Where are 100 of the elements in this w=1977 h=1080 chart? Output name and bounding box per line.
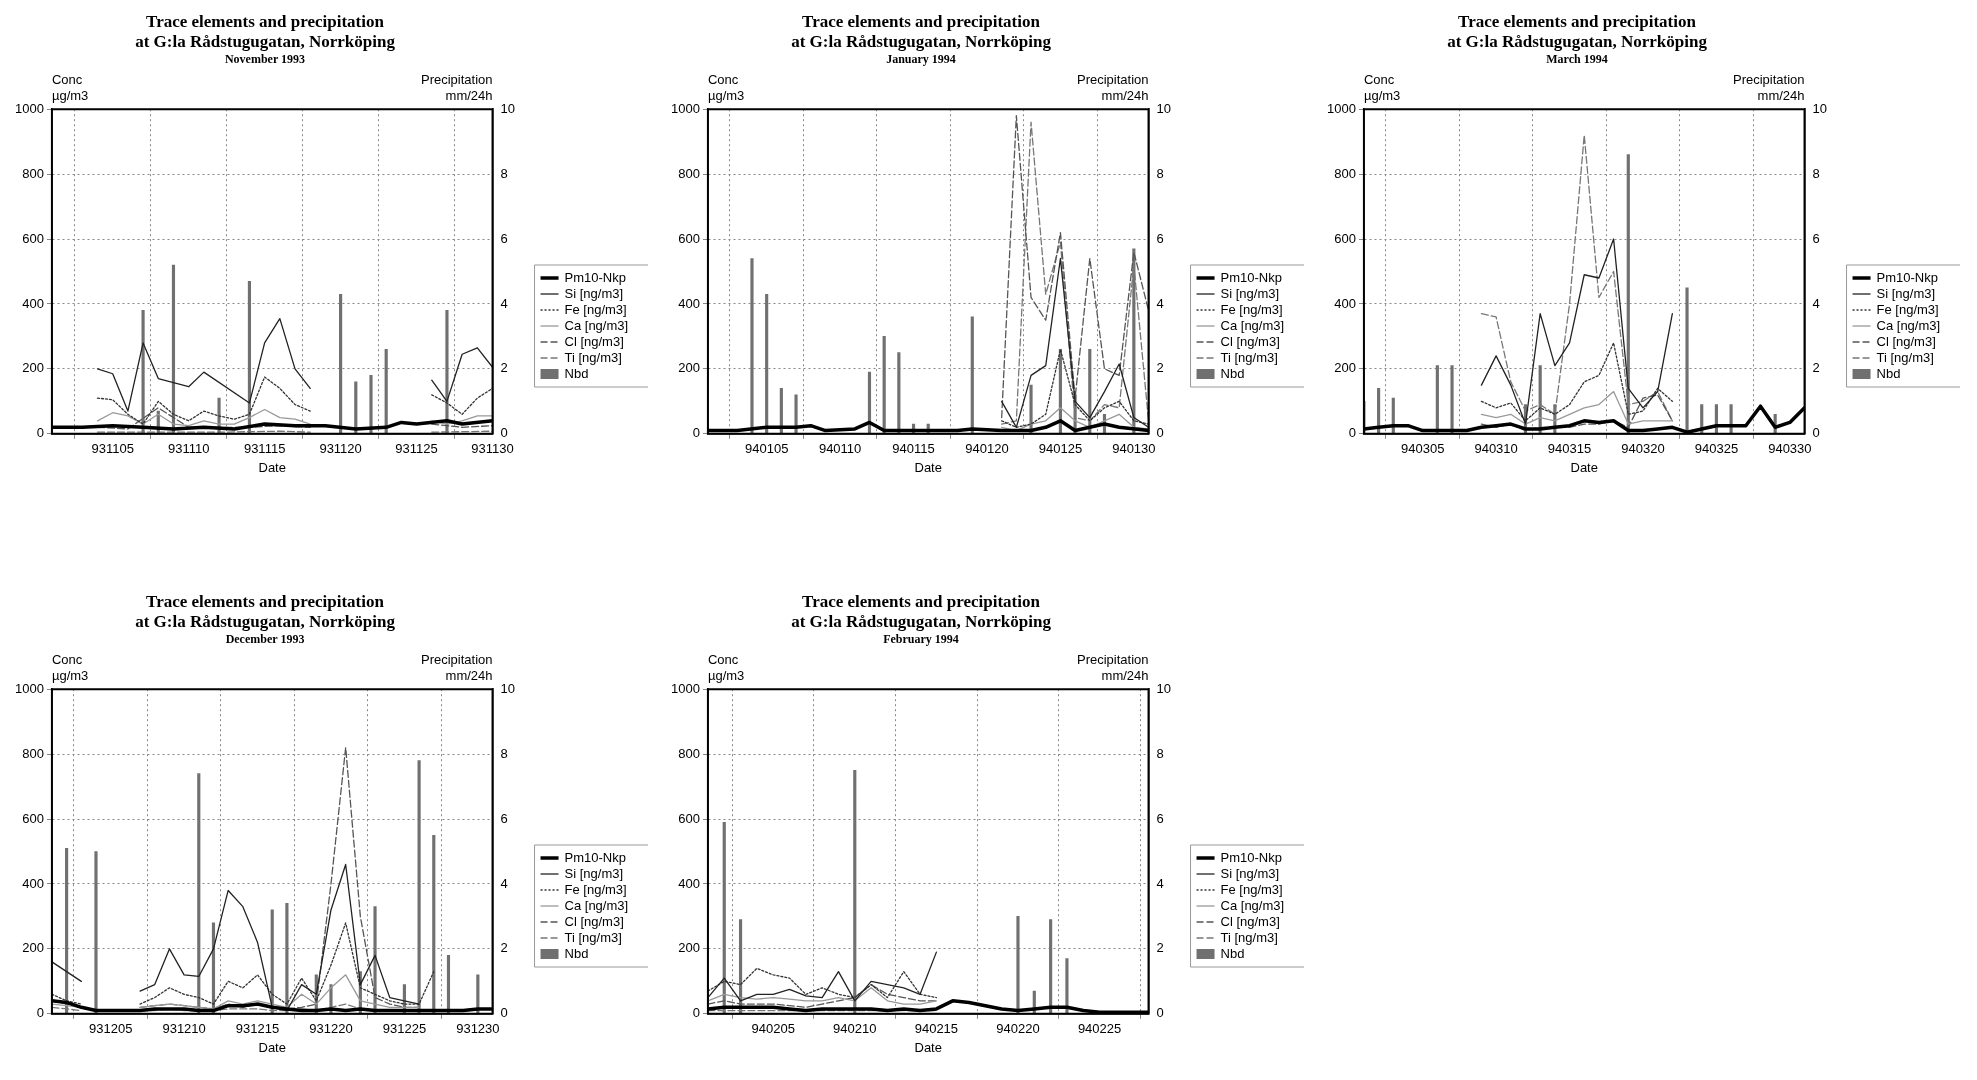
legend-label: Ca [ng/m3] <box>1876 317 1941 333</box>
y2-tick-label: 8 <box>500 745 508 761</box>
x-tick-label: 940115 <box>892 441 935 457</box>
y-tick-label: 1000 <box>671 680 700 696</box>
y2-tick-label: 4 <box>500 295 508 311</box>
legend-label: Nbd <box>1876 365 1901 381</box>
y-tick-label: 400 <box>22 875 44 891</box>
y-axis-title: Conc µg/m3 <box>707 72 745 104</box>
y-tick-label: 200 <box>1334 360 1356 376</box>
y-tick-label: 200 <box>22 360 44 376</box>
y2-axis-title: Precipitation mm/24h <box>420 652 493 684</box>
y2-tick-label: 2 <box>1812 360 1820 376</box>
y2-tick-label: 6 <box>500 810 508 826</box>
legend-label: Si [ng/m3] <box>1220 285 1280 301</box>
y2-tick-label: 6 <box>1156 810 1164 826</box>
x-tick-label: 940320 <box>1621 441 1665 457</box>
y-tick-label: 1000 <box>15 680 44 696</box>
x-tick-label: 931220 <box>309 1021 353 1037</box>
y-tick-label: 200 <box>678 360 700 376</box>
x-tick-label: 940215 <box>914 1021 959 1037</box>
chart-title: Trace elements and precipitation at G:la Rådstugugatan, Norrköping <box>1447 11 1708 51</box>
legend-label: Pm10-Nkp <box>1220 269 1282 285</box>
y2-tick-label: 6 <box>1812 230 1820 246</box>
x-axis-title: Date <box>914 1039 942 1055</box>
y-tick-label: 400 <box>22 295 44 311</box>
y2-tick-label: 8 <box>1156 165 1164 181</box>
legend-label: Cl [ng/m3] <box>1876 333 1936 349</box>
y-axis-title: Conc µg/m3 <box>51 652 89 684</box>
y2-tick-label: 10 <box>500 680 516 696</box>
x-tick-label: 931125 <box>395 441 438 457</box>
y2-tick-label: 4 <box>1156 295 1164 311</box>
y2-axis-title: Precipitation mm/24h <box>1076 652 1149 684</box>
y-tick-label: 0 <box>36 1005 44 1021</box>
legend-label: Cl [ng/m3] <box>564 333 624 349</box>
x-tick-label: 940210 <box>833 1021 877 1037</box>
y-tick-label: 600 <box>1334 230 1356 246</box>
x-tick-label: 931115 <box>243 441 286 457</box>
y2-tick-label: 0 <box>1156 1005 1164 1021</box>
x-tick-label: 931205 <box>88 1021 133 1037</box>
x-tick-label: 940220 <box>996 1021 1040 1037</box>
chart-subtitle: February 1994 <box>883 632 959 647</box>
x-tick-label: 931215 <box>235 1021 280 1037</box>
chart-title: Trace elements and precipitation at G:la Rådstugugatan, Norrköping <box>135 591 396 631</box>
legend-label: Fe [ng/m3] <box>564 301 627 317</box>
legend-label: Pm10-Nkp <box>564 849 626 865</box>
y2-axis-title: Precipitation mm/24h <box>1732 72 1805 104</box>
legend-label: Fe [ng/m3] <box>564 881 627 897</box>
chart-subtitle: January 1994 <box>886 52 956 67</box>
y2-tick-label: 4 <box>1156 875 1164 891</box>
x-axis-title: Date <box>258 459 286 475</box>
y2-tick-label: 2 <box>500 360 508 376</box>
y2-tick-label: 10 <box>1812 100 1828 116</box>
legend-label: Fe [ng/m3] <box>1220 301 1283 317</box>
legend-label: Ti [ng/m3] <box>564 929 622 945</box>
legend-label: Si [ng/m3] <box>564 285 624 301</box>
y2-tick-label: 2 <box>500 940 508 956</box>
chart-subtitle: March 1994 <box>1546 52 1608 67</box>
legend-label: Pm10-Nkp <box>1876 269 1938 285</box>
x-tick-label: 931105 <box>91 441 134 457</box>
y2-tick-label: 10 <box>1156 680 1172 696</box>
chart-subtitle: November 1993 <box>224 52 306 67</box>
legend-label: Si [ng/m3] <box>1220 865 1280 881</box>
legend-label: Ti [ng/m3] <box>564 349 622 365</box>
x-tick-label: 940305 <box>1400 441 1445 457</box>
y-tick-label: 1000 <box>671 100 700 116</box>
x-tick-label: 940330 <box>1768 441 1812 457</box>
x-tick-label: 931225 <box>382 1021 427 1037</box>
x-axis-title: Date <box>914 459 942 475</box>
y-tick-label: 800 <box>22 165 44 181</box>
y2-tick-label: 8 <box>1156 745 1164 761</box>
x-tick-label: 940315 <box>1547 441 1592 457</box>
legend-label: Si [ng/m3] <box>1876 285 1936 301</box>
x-axis-title: Date <box>1570 459 1598 475</box>
x-tick-label: 940225 <box>1077 1021 1122 1037</box>
x-tick-label: 940125 <box>1038 441 1083 457</box>
y2-tick-label: 2 <box>1156 940 1164 956</box>
x-tick-label: 931120 <box>319 441 362 457</box>
y-tick-label: 200 <box>22 940 44 956</box>
y2-tick-label: 8 <box>500 165 508 181</box>
y-tick-label: 0 <box>692 1005 700 1021</box>
y-axis-title: Conc µg/m3 <box>707 652 745 684</box>
legend-label: Si [ng/m3] <box>564 865 624 881</box>
x-tick-label: 940310 <box>1474 441 1518 457</box>
y-tick-label: 600 <box>22 230 44 246</box>
legend-label: Ti [ng/m3] <box>1220 349 1278 365</box>
x-tick-label: 940120 <box>965 441 1009 457</box>
y-tick-label: 400 <box>1334 295 1356 311</box>
y-tick-label: 0 <box>692 425 700 441</box>
legend-label: Nbd <box>1220 365 1245 381</box>
y-tick-label: 1000 <box>1327 100 1356 116</box>
y-tick-label: 600 <box>678 230 700 246</box>
chart-title: Trace elements and precipitation at G:la Rådstugugatan, Norrköping <box>791 11 1052 51</box>
y-tick-label: 800 <box>678 745 700 761</box>
y-tick-label: 0 <box>1348 425 1356 441</box>
y2-tick-label: 10 <box>500 100 516 116</box>
legend-label: Cl [ng/m3] <box>1220 333 1280 349</box>
y2-tick-label: 0 <box>500 425 508 441</box>
y2-axis-title: Precipitation mm/24h <box>420 72 493 104</box>
y2-tick-label: 2 <box>1156 360 1164 376</box>
chart-title: Trace elements and precipitation at G:la Rådstugugatan, Norrköping <box>135 11 396 51</box>
